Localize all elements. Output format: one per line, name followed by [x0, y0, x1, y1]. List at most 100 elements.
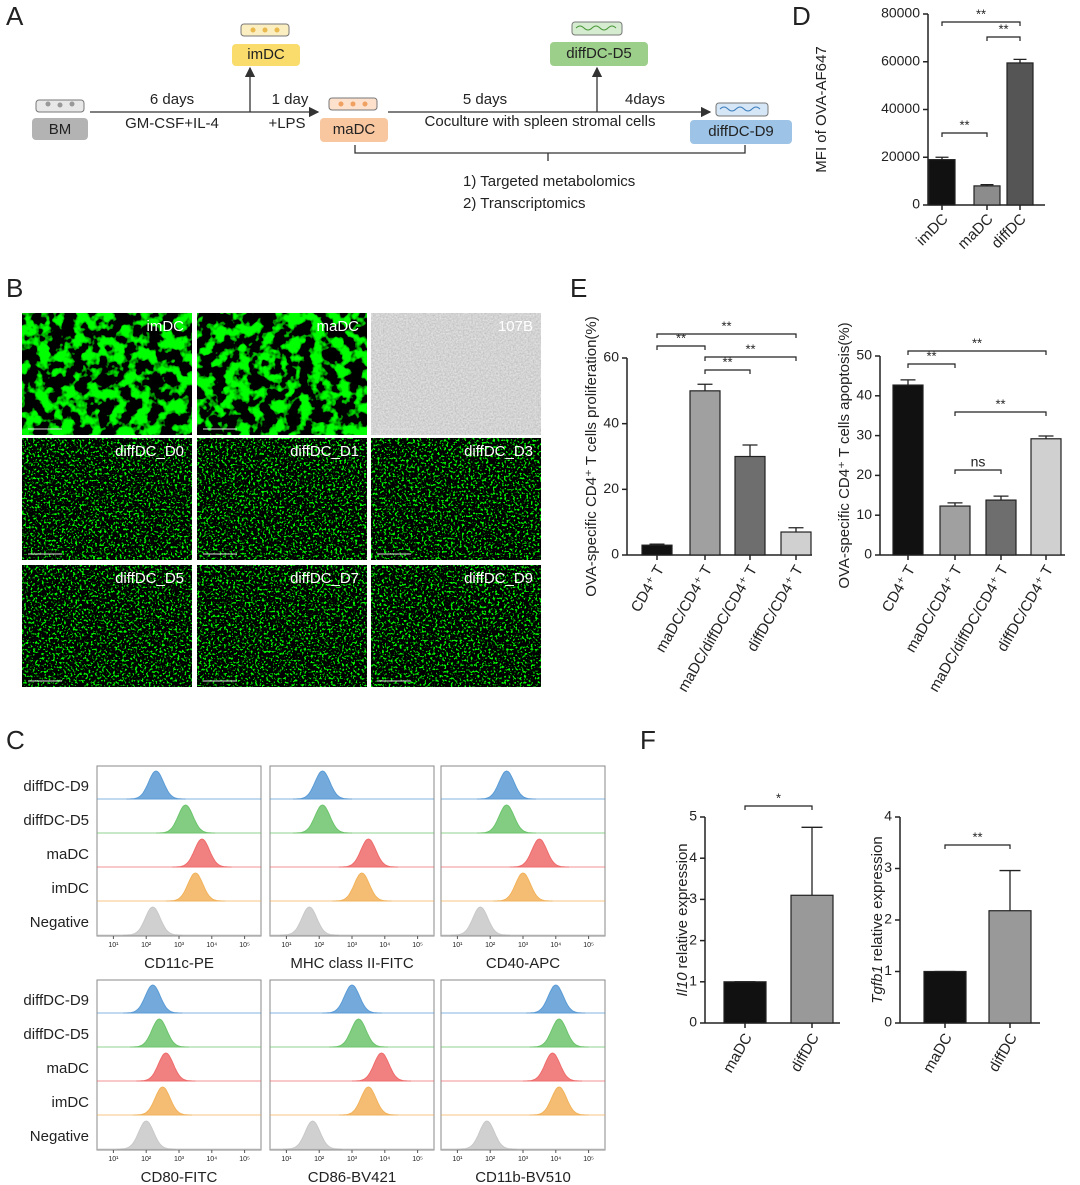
error-bar: [1013, 58, 1027, 63]
flow-histograms: diffDC-D9 diffDC-D5 maDC imDC Negative 10¹ 10²…: [23, 765, 606, 1185]
marker-label: CD86-BV421: [308, 1169, 396, 1185]
x-tick-label: 10²: [141, 1156, 152, 1163]
significance-bracket: [907, 350, 1047, 355]
y-tick-label: 0: [611, 546, 619, 562]
significance-bracket: [656, 345, 706, 350]
significance-label: **: [745, 341, 755, 356]
x-tick-label: 10¹: [108, 1156, 119, 1163]
significance-bracket: [954, 411, 1047, 416]
y-tick-label: 60000: [881, 52, 920, 68]
panel-letter: B: [6, 273, 23, 303]
significance-bracket: [744, 805, 813, 810]
dish: [715, 102, 769, 117]
step-time: 5 days: [463, 91, 507, 108]
y-tick-label: 2: [689, 931, 697, 947]
x-tick-label: 10³: [174, 942, 185, 949]
x-tick-label: 10⁴: [206, 942, 217, 949]
histogram: [477, 804, 537, 834]
step-factor: Coculture with spleen stromal cells: [425, 113, 656, 130]
error-bar: [947, 502, 963, 507]
significance-label: *: [776, 790, 781, 805]
micrograph: [371, 438, 541, 560]
error-bar: [1038, 435, 1054, 439]
row-label: diffDC-D9: [23, 778, 89, 795]
dish: [328, 97, 378, 111]
significance-label: **: [976, 6, 986, 21]
marker-label: CD80-FITC: [141, 1169, 218, 1185]
y-tick-label: 0: [884, 1014, 892, 1030]
histogram: [165, 872, 225, 902]
micrographs: imDC maDC 107B diffDC_D0 diffDC_D1 diffDC_D3d…: [22, 313, 541, 687]
panel-letter: F: [640, 725, 656, 755]
y-tick-label: 3: [689, 890, 697, 906]
x-tick-label: 10¹: [452, 942, 463, 949]
y-axis-label-text: relative expression: [674, 843, 691, 968]
y-axis-label-gene: Il10: [674, 972, 691, 997]
significance-label: **: [721, 318, 731, 333]
significance-bracket: [704, 369, 751, 374]
y-tick-label: 30: [856, 426, 872, 442]
error-bar: [935, 156, 949, 160]
histogram: [332, 872, 392, 902]
histogram: [136, 1052, 196, 1082]
histogram: [352, 1052, 411, 1082]
x-tick-label: 10⁵: [412, 942, 423, 949]
histogram: [529, 1086, 589, 1116]
x-tick-label: 10⁴: [550, 942, 561, 949]
histogram: [279, 906, 339, 936]
x-tick-label: 10⁴: [379, 1156, 390, 1163]
y-tick-label: 0: [912, 196, 920, 212]
significance-label: **: [998, 21, 1008, 36]
diffdc-d5-box: [550, 42, 648, 66]
histogram: [126, 770, 186, 800]
micrograph: [22, 313, 192, 435]
histogram: [529, 1018, 589, 1048]
panel-letter: E: [570, 273, 587, 303]
row-label: Negative: [30, 914, 89, 931]
histogram: [293, 804, 352, 834]
y-tick-label: 1: [689, 973, 697, 989]
histogram: [509, 838, 569, 868]
madc-box: [320, 118, 388, 142]
micrograph-label: diffDC_D1: [290, 443, 359, 460]
significance-bracket: [954, 469, 1002, 474]
significance-bracket: [986, 36, 1021, 41]
micrograph: [371, 313, 541, 435]
histogram: [283, 1120, 343, 1150]
x-tick-label: 10²: [141, 942, 152, 949]
diffdc-d5-label: diffDC-D5: [566, 45, 632, 62]
step-time: 6 days: [150, 91, 194, 108]
bar: [723, 981, 767, 1024]
y-tick-label: 0: [689, 1014, 697, 1030]
bar: [988, 910, 1032, 1024]
error-bar: [697, 383, 713, 391]
row-label: diffDC-D5: [23, 812, 89, 829]
y-tick-label: 40000: [881, 100, 920, 116]
error-bar: [999, 869, 1021, 911]
x-tick-label: 10³: [518, 1156, 529, 1163]
bar: [928, 159, 956, 206]
row-label: imDC: [52, 1094, 90, 1111]
bar: [689, 390, 721, 556]
histogram: [172, 838, 232, 868]
error-bar: [993, 495, 1009, 501]
histogram: [526, 984, 586, 1014]
histogram: [477, 770, 537, 800]
y-axis-label: Il10 relative expression: [674, 843, 691, 996]
micrograph-label: diffDC_D7: [290, 570, 359, 587]
imdc-label: imDC: [247, 46, 285, 63]
histogram: [123, 906, 183, 936]
y-tick-label: 1: [884, 962, 892, 978]
error-bar: [801, 826, 823, 896]
histogram: [133, 1086, 193, 1116]
significance-bracket: [941, 132, 988, 137]
histogram: [338, 1086, 398, 1116]
x-tick-label: 10²: [314, 1156, 325, 1163]
row-label: maDC: [46, 1060, 89, 1077]
x-tick-label: 10¹: [452, 1156, 463, 1163]
x-tick-label: 10³: [347, 1156, 358, 1163]
y-tick-label: 10: [856, 506, 872, 522]
histogram: [123, 984, 183, 1014]
